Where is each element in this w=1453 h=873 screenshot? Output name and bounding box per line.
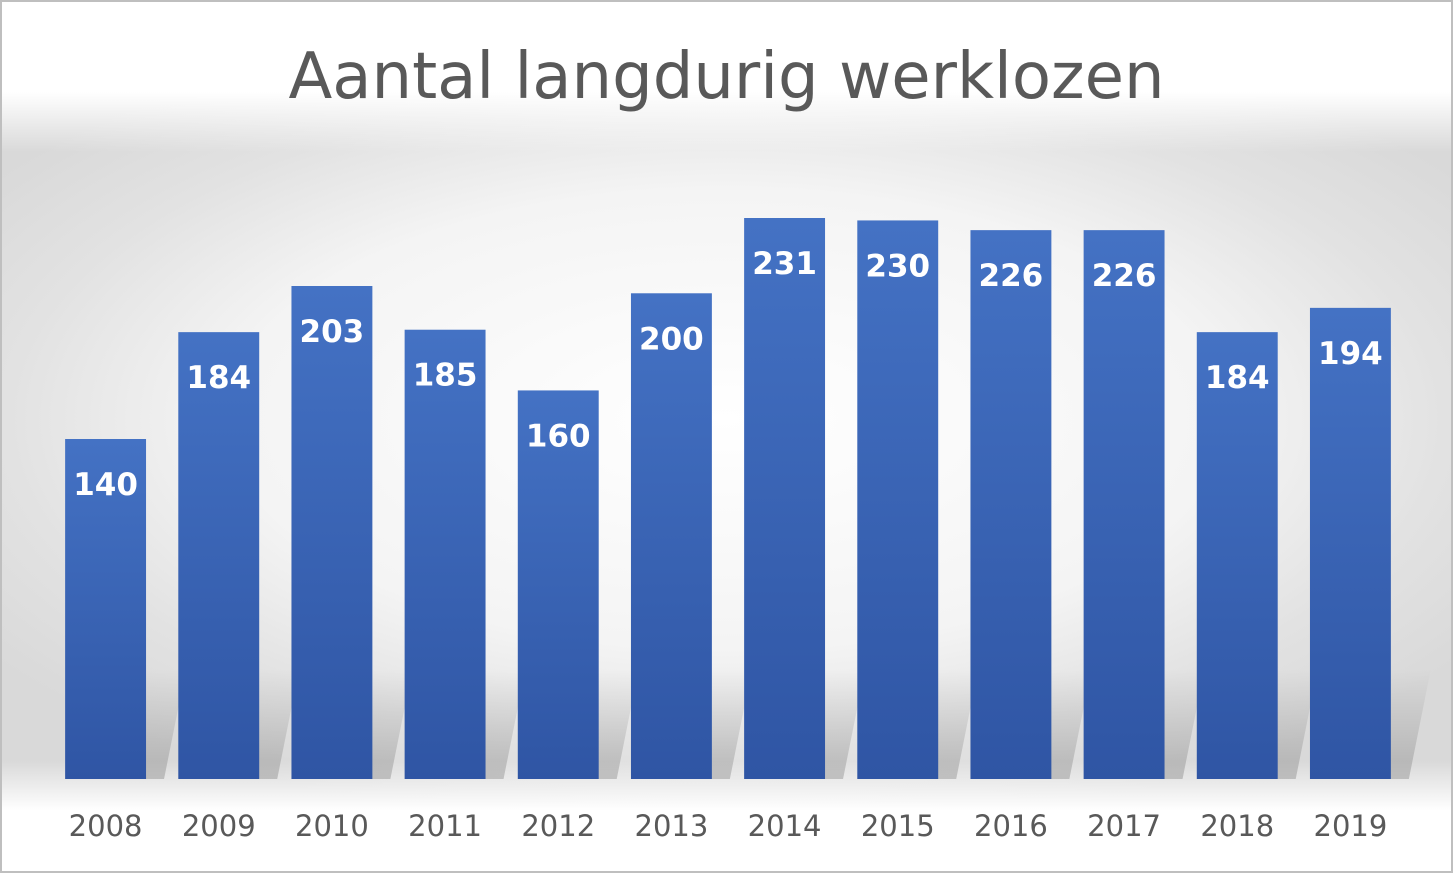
bar-2016 xyxy=(970,230,1052,780)
x-tick-label-2009: 2009 xyxy=(182,809,256,843)
bar-2009 xyxy=(178,332,260,779)
data-label-2017: 226 xyxy=(1092,258,1157,294)
x-tick-label-2019: 2019 xyxy=(1314,809,1388,843)
bar-2019 xyxy=(1309,307,1391,779)
data-label-2008: 140 xyxy=(73,467,138,503)
data-label-2019: 194 xyxy=(1318,336,1383,372)
data-label-2013: 200 xyxy=(639,321,704,357)
x-tick-label-2008: 2008 xyxy=(69,809,143,843)
bar-2013 xyxy=(630,293,712,779)
x-tick-label-2016: 2016 xyxy=(974,809,1048,843)
data-label-2018: 184 xyxy=(1205,360,1270,396)
bar-2015 xyxy=(857,220,939,779)
x-tick-label-2014: 2014 xyxy=(748,809,822,843)
bar-2008 xyxy=(65,439,147,779)
data-label-2011: 185 xyxy=(413,358,478,394)
bar-2012 xyxy=(517,390,599,779)
data-label-2015: 230 xyxy=(865,248,930,284)
x-tick-label-2018: 2018 xyxy=(1200,809,1274,843)
bar-2018 xyxy=(1196,332,1278,779)
data-label-2009: 184 xyxy=(186,360,251,396)
x-axis-ticks: 2008 2009 2010 2011 2012 2013 2014 2015 2016 2017… xyxy=(69,809,1388,843)
bars-group xyxy=(65,218,1391,780)
data-label-2016: 226 xyxy=(979,258,1044,294)
bar-2014 xyxy=(744,218,826,779)
x-tick-label-2013: 2013 xyxy=(635,809,709,843)
x-tick-label-2010: 2010 xyxy=(295,809,369,843)
x-tick-label-2011: 2011 xyxy=(408,809,482,843)
data-labels-group: 140 184 203 185 160 200 231 230 226 226 184 194 xyxy=(73,246,1383,503)
x-tick-label-2015: 2015 xyxy=(861,809,935,843)
bar-2010 xyxy=(291,286,373,779)
chart-title: Aantal langdurig werklozen xyxy=(288,40,1165,114)
x-tick-label-2017: 2017 xyxy=(1087,809,1161,843)
data-label-2012: 160 xyxy=(526,418,591,454)
data-label-2014: 231 xyxy=(752,246,817,282)
bar-2017 xyxy=(1083,230,1165,780)
data-label-2010: 203 xyxy=(300,314,365,350)
bar-2011 xyxy=(404,329,486,779)
x-tick-label-2012: 2012 xyxy=(521,809,595,843)
